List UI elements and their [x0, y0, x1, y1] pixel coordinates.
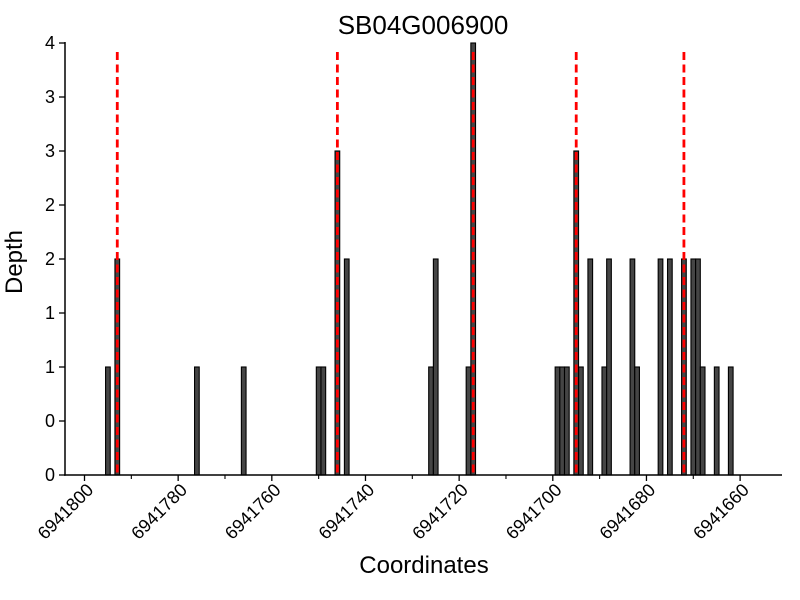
x-tick-label: 6941660 — [689, 480, 753, 544]
depth-bar — [727, 366, 734, 476]
depth-bar — [315, 366, 322, 476]
depth-bar — [690, 258, 697, 476]
depth-bar — [554, 366, 561, 476]
y-tick-label: 2 — [45, 249, 55, 269]
y-tick-label: 2 — [45, 195, 55, 215]
depth-bar — [601, 366, 608, 476]
depth-bar — [432, 258, 439, 476]
x-axis-label: Coordinates — [359, 552, 488, 579]
depth-bar — [634, 366, 640, 476]
depth-bar — [428, 366, 434, 476]
depth-bar — [657, 258, 664, 476]
depth-bar — [587, 258, 594, 476]
chart-title: SB04G006900 — [338, 10, 509, 40]
depth-bar — [320, 366, 327, 476]
y-axis-label: Depth — [1, 230, 28, 294]
y-tick-label: 0 — [45, 411, 55, 431]
depth-bar — [343, 258, 350, 476]
y-tick-label: 3 — [45, 141, 55, 161]
depth-bar — [606, 258, 612, 476]
depth-bar — [578, 366, 584, 476]
depth-bar — [334, 150, 341, 476]
x-tick-label: 6941680 — [596, 480, 660, 544]
depth-bar — [713, 366, 720, 476]
depth-bar — [666, 258, 673, 476]
y-tick-label: 1 — [45, 303, 55, 323]
depth-bar — [695, 258, 701, 476]
x-tick-label: 6941720 — [408, 480, 472, 544]
depth-bar — [699, 366, 706, 476]
y-tick-label: 1 — [45, 357, 55, 377]
depth-bar — [465, 366, 472, 476]
depth-bar — [194, 366, 200, 476]
y-tick-label: 0 — [45, 465, 55, 485]
x-tick-label: 6941700 — [502, 480, 566, 544]
depth-bar — [559, 366, 566, 476]
depth-bar — [629, 258, 636, 476]
depth-bar — [563, 366, 570, 476]
y-tick-label: 3 — [45, 87, 55, 107]
plot-area: 0 0 1 1 2 2 3 3 4 6941800 6941780 6941760 6941740 694… — [34, 33, 782, 543]
depth-bar — [105, 366, 111, 476]
x-tick-label: 6941760 — [221, 480, 285, 544]
x-tick-label: 6941740 — [315, 480, 379, 544]
x-tick-label: 6941800 — [34, 480, 98, 544]
depth-bar — [240, 366, 247, 476]
x-tick-label: 6941780 — [127, 480, 191, 544]
depth-bar — [573, 150, 580, 476]
y-tick-label: 4 — [45, 33, 55, 53]
